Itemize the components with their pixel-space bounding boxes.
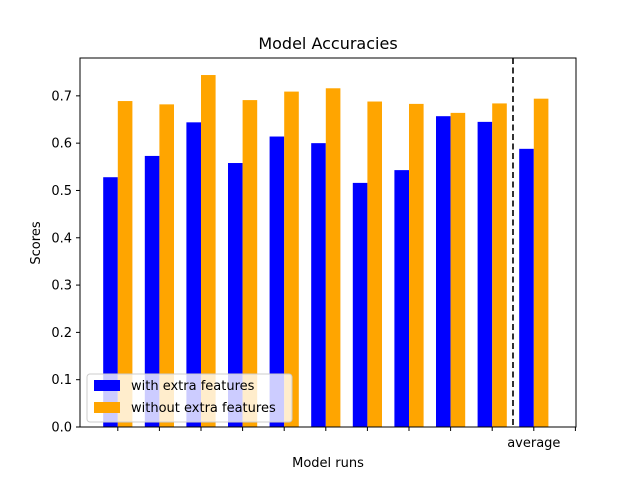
legend-swatch-without-extra-features <box>94 402 120 413</box>
chart-title: Model Accuracies <box>258 34 397 53</box>
y-ticks-group: 0.0 0.1 0.2 0.3 0.4 0.5 0.6 0.7 <box>51 89 80 436</box>
bar-with-extra-features-4 <box>228 163 243 427</box>
y-tick-label: 0.4 <box>51 231 72 246</box>
x-ticks-group: average <box>117 427 576 451</box>
bar-with-extra-features-2 <box>144 155 160 427</box>
x-tick-label: average <box>507 436 560 451</box>
legend-label-with-extra-features: with extra features <box>131 379 255 394</box>
bar-without-extra-features-10 <box>492 103 507 428</box>
bar-with-extra-features-6 <box>311 143 326 427</box>
bar-with-extra-features-11 <box>519 148 534 427</box>
x-axis-label: Model runs <box>292 456 364 471</box>
y-tick-label: 0.0 <box>51 421 72 436</box>
bar-without-extra-features-3 <box>201 75 216 427</box>
y-tick-label: 0.2 <box>51 326 72 341</box>
bar-without-extra-features-1 <box>117 101 133 428</box>
y-tick-label: 0.7 <box>51 89 72 104</box>
bar-without-extra-features-7 <box>367 101 382 428</box>
bar-with-extra-features-1 <box>103 177 118 427</box>
bar-with-extra-features-7 <box>352 182 368 427</box>
y-tick-label: 0.5 <box>51 184 72 199</box>
legend-box <box>86 373 293 423</box>
y-tick-label: 0.6 <box>51 137 72 152</box>
bar-without-extra-features-6 <box>325 88 341 427</box>
bars-group <box>103 75 549 428</box>
bar-with-extra-features-3 <box>186 122 201 427</box>
legend-label-without-extra-features: without extra features <box>131 401 276 416</box>
bar-without-extra-features-8 <box>409 103 424 427</box>
bar-with-extra-features-5 <box>269 136 285 427</box>
y-axis-label: Scores <box>29 221 44 264</box>
bar-with-extra-features-10 <box>477 121 493 428</box>
legend-swatch-with-extra-features <box>94 380 120 391</box>
bar-with-extra-features-9 <box>436 116 451 427</box>
bar-without-extra-features-9 <box>450 112 466 427</box>
bar-without-extra-features-4 <box>242 100 258 427</box>
bar-without-extra-features-2 <box>159 104 174 428</box>
legend: with extra features without extra featur… <box>86 373 293 423</box>
bar-without-extra-features-11 <box>533 98 549 428</box>
bar-without-extra-features-5 <box>284 91 299 427</box>
plot-frame <box>79 57 577 428</box>
bar-with-extra-features-8 <box>394 170 409 427</box>
y-tick-label: 0.3 <box>51 279 72 294</box>
y-tick-label: 0.1 <box>51 373 72 388</box>
